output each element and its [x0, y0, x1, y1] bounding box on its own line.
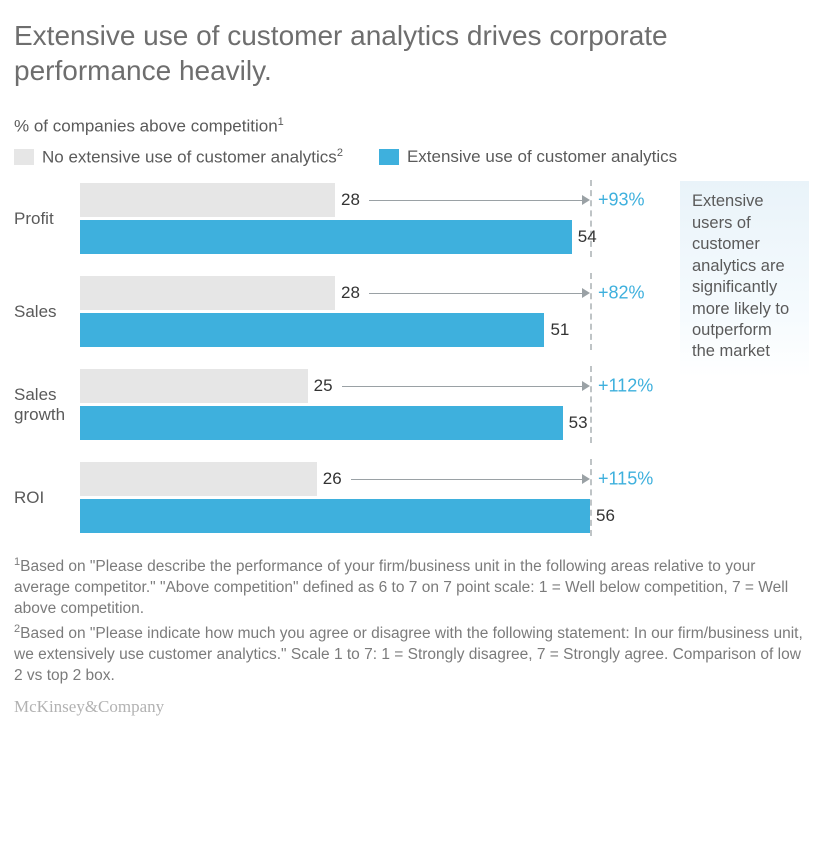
bar-pair: 25 +112% 53 — [80, 369, 670, 440]
delta-label: +115% — [598, 469, 653, 490]
bar-analytics — [80, 313, 544, 347]
category-label: Sales growth — [14, 369, 80, 440]
bar-row-no-analytics: 28 +82% — [80, 276, 670, 310]
bar-analytics — [80, 499, 590, 533]
legend-item-analytics: Extensive use of customer analytics — [379, 147, 677, 167]
bar-pair: 28 +82% 51 — [80, 276, 670, 347]
callout-box: Extensive users of customer analytics ar… — [680, 181, 809, 377]
delta-label: +112% — [598, 376, 653, 397]
bar-value: 25 — [308, 376, 333, 396]
arrow-head-icon — [582, 474, 590, 484]
bar-row-analytics: 56 — [80, 499, 670, 533]
bar-pair: 26 +115% 56 — [80, 462, 670, 533]
bar-pair: 28 +93%54 — [80, 183, 670, 254]
bar-value: 26 — [317, 469, 342, 489]
footnotes: 1Based on "Please describe the performan… — [14, 555, 809, 687]
legend-label-b: Extensive use of customer analytics — [407, 147, 677, 167]
arrow-head-icon — [582, 288, 590, 298]
delta-arrow — [369, 293, 582, 294]
bar-row-analytics: 54 — [80, 220, 670, 254]
bar-value: 56 — [590, 506, 615, 526]
bar-row-no-analytics: 28 +93% — [80, 183, 670, 217]
bar-no-analytics — [80, 369, 308, 403]
delta-label: +82% — [598, 283, 645, 304]
delta-arrow — [351, 479, 582, 480]
delta-arrow — [342, 386, 582, 387]
footnote-2: 2Based on "Please indicate how much you … — [14, 622, 809, 687]
category-label: Sales — [14, 276, 80, 347]
bar-group: Profit 28 +93%54 — [14, 183, 670, 254]
bar-value: 28 — [335, 283, 360, 303]
category-label: ROI — [14, 462, 80, 533]
category-label: Profit — [14, 183, 80, 254]
bar-analytics — [80, 220, 572, 254]
bar-value: 51 — [544, 320, 569, 340]
legend-swatch-a — [14, 149, 34, 165]
bar-group: ROI 26 +115% 56 — [14, 462, 670, 533]
bar-row-no-analytics: 25 +112% — [80, 369, 670, 403]
bar-no-analytics — [80, 183, 335, 217]
delta-label: +93% — [598, 190, 645, 211]
legend-label-a: No extensive use of customer analytics2 — [42, 147, 343, 168]
bar-row-analytics: 53 — [80, 406, 670, 440]
bar-no-analytics — [80, 462, 317, 496]
bar-chart: Profit28+93%54Sales28+82%51Sales growth2… — [14, 183, 670, 533]
bar-row-analytics: 51 — [80, 313, 670, 347]
delta-arrow — [369, 200, 582, 201]
bar-value: 28 — [335, 190, 360, 210]
bar-value: 54 — [572, 227, 597, 247]
legend-item-no-analytics: No extensive use of customer analytics2 — [14, 147, 343, 168]
footnote-1: 1Based on "Please describe the performan… — [14, 555, 809, 620]
chart-title: Extensive use of customer analytics driv… — [14, 18, 809, 88]
bar-value: 53 — [563, 413, 588, 433]
legend-swatch-b — [379, 149, 399, 165]
bar-analytics — [80, 406, 563, 440]
arrow-head-icon — [582, 381, 590, 391]
bar-row-no-analytics: 26 +115% — [80, 462, 670, 496]
bar-group: Sales 28 +82% 51 — [14, 276, 670, 347]
source-attribution: McKinsey&Company — [14, 697, 809, 717]
chart-subtitle: % of companies above competition1 — [14, 116, 809, 137]
bar-group: Sales growth 25 +112% 53 — [14, 369, 670, 440]
bar-no-analytics — [80, 276, 335, 310]
arrow-head-icon — [582, 195, 590, 205]
legend: No extensive use of customer analytics2 … — [14, 147, 809, 168]
